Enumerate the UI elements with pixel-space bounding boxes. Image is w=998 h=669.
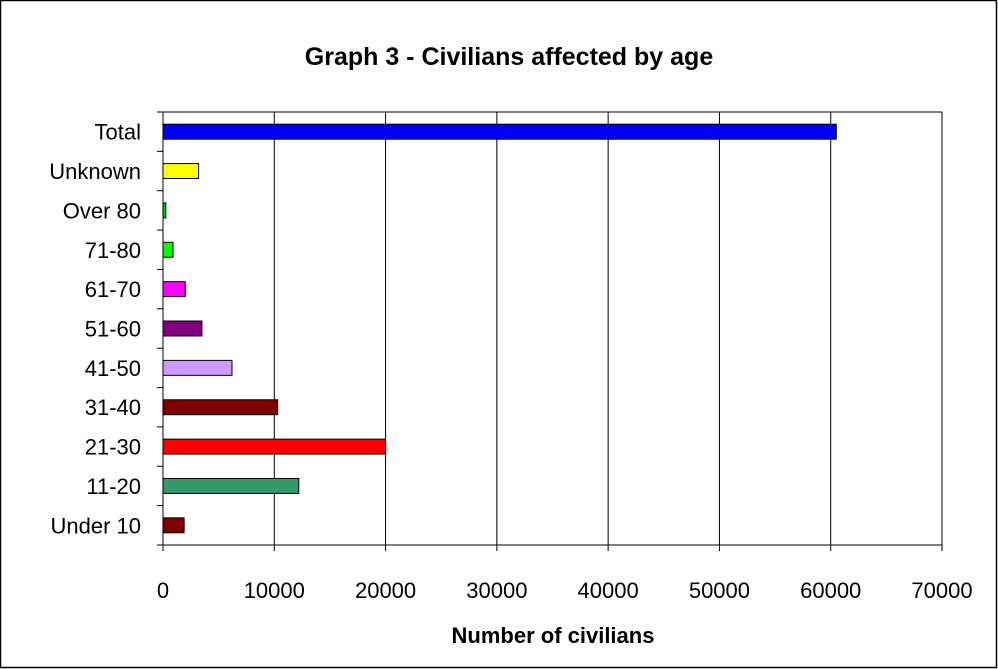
x-tick-label-5: 50000	[689, 578, 750, 603]
bar-11-20	[162, 477, 300, 494]
axes	[162, 111, 942, 546]
gridlines	[157, 111, 943, 551]
x-tick-label-1: 10000	[244, 578, 305, 603]
chart-title: Graph 3 - Civilians affected by age	[305, 43, 714, 71]
x-tick-labels: 0 10000 20000 30000 40000 50000 60000 70000	[157, 578, 973, 603]
category-label-41-50: 41-50	[85, 356, 141, 381]
category-label-under-10: Under 10	[50, 513, 141, 538]
bar-21-30	[162, 438, 387, 455]
category-label-21-30: 21-30	[85, 435, 141, 460]
x-tick-label-0: 0	[157, 578, 169, 603]
x-tick-label-6: 60000	[800, 578, 861, 603]
category-label-11-20: 11-20	[86, 474, 141, 499]
bar-51-60	[162, 320, 203, 337]
bar-under-10	[162, 517, 185, 534]
category-label-71-80: 71-80	[85, 238, 141, 263]
bar-total	[162, 123, 837, 140]
bar-41-50	[162, 359, 233, 376]
category-labels: Under 10 11-20 21-30 31-40 41-50 51-60 61-70 71…	[49, 120, 141, 539]
x-axis-label: Number of civilians	[452, 623, 655, 648]
category-label-61-70: 61-70	[85, 277, 141, 302]
bar-31-40	[162, 399, 279, 416]
category-label-unknown: Unknown	[49, 159, 141, 184]
category-label-total: Total	[95, 120, 141, 145]
category-label-31-40: 31-40	[85, 395, 141, 420]
x-tick-label-4: 40000	[578, 578, 639, 603]
bar-unknown	[162, 163, 200, 180]
category-label-51-60: 51-60	[85, 317, 141, 342]
x-tick-label-2: 20000	[355, 578, 416, 603]
x-tick-label-3: 30000	[466, 578, 527, 603]
category-label-over-80: Over 80	[63, 198, 141, 223]
bar-61-70	[162, 281, 186, 298]
x-tick-label-7: 70000	[911, 578, 972, 603]
bar-71-80	[162, 241, 174, 258]
